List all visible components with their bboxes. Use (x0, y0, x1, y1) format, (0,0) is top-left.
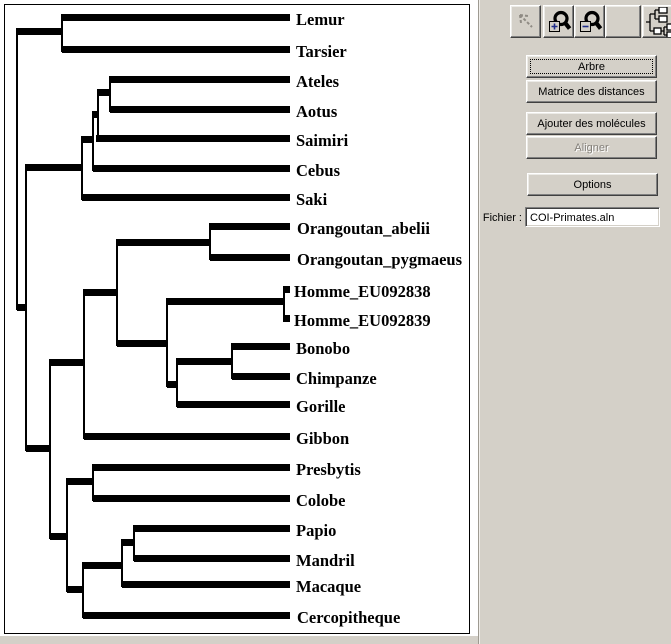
tree-branch (67, 478, 93, 485)
taxon-label-Aotus: Aotus (296, 102, 338, 121)
taxon-label-Mandril: Mandril (296, 551, 355, 570)
tree-branch (84, 289, 117, 296)
navigate-button[interactable] (510, 5, 541, 38)
tree-view-button[interactable] (642, 5, 671, 38)
leaf-branch-Papio (134, 525, 290, 532)
leaf-branch-Orangoutan_pygmaeus (210, 254, 290, 261)
taxon-label-Lemur: Lemur (296, 10, 345, 29)
control-panel: Arbre Matrice des distances Ajouter des … (478, 0, 671, 644)
leaf-branch-Cercopitheque (83, 612, 290, 619)
taxon-label-Papio: Papio (296, 521, 336, 540)
tree-branch (67, 586, 83, 593)
leaf-branch-Homme_EU092839 (283, 315, 290, 322)
leaf-branch-Tarsier (62, 46, 290, 53)
tree-branch (17, 304, 26, 311)
taxon-label-Orangoutan_abelii: Orangoutan_abelii (297, 219, 430, 238)
fichier-input[interactable] (525, 207, 660, 227)
phylogenetic-tree: Lemur Tarsier Ateles Aotus Saimiri Cebus Saki O… (4, 4, 470, 634)
taxon-label-Chimpanze: Chimpanze (296, 369, 377, 388)
taxon-label-Saimiri: Saimiri (296, 131, 349, 150)
tree-branch (117, 340, 167, 347)
zoom-out-icon (579, 10, 602, 32)
taxon-label-Homme_EU092839: Homme_EU092839 (294, 311, 431, 330)
tree-branch (177, 358, 232, 365)
tree-view-icon (646, 6, 671, 37)
taxon-label-Cebus: Cebus (296, 161, 341, 180)
fichier-label: Fichier : (482, 212, 522, 224)
matrice-des-distances-button[interactable]: Matrice des distances (526, 80, 657, 103)
leaf-branch-Chimpanze (232, 373, 290, 380)
taxon-label-Gorille: Gorille (296, 397, 345, 416)
leaf-branch-Gorille (177, 401, 290, 408)
aligner-button[interactable]: Aligner (526, 136, 657, 159)
tree-branch (82, 136, 93, 143)
leaf-branch-Mandril (134, 555, 290, 562)
tree-branch (83, 562, 122, 569)
tree-branch (26, 164, 82, 171)
taxon-label-Cercopitheque: Cercopitheque (297, 608, 400, 627)
taxon-label-Ateles: Ateles (296, 72, 340, 91)
taxon-label-Orangoutan_pygmaeus: Orangoutan_pygmaeus (297, 250, 463, 269)
taxon-label-Bonobo: Bonobo (296, 339, 350, 358)
navigate-icon (518, 13, 533, 28)
tree-vertical-connector (16, 28, 18, 310)
arbre-button[interactable]: Arbre (526, 55, 657, 78)
taxon-label-Homme_EU092838: Homme_EU092838 (294, 282, 431, 301)
leaf-branch-Gibbon (84, 433, 290, 440)
tree-branch (98, 89, 110, 96)
taxon-label-Saki: Saki (296, 190, 328, 209)
tree-branch (117, 239, 210, 246)
leaf-branch-Macaque (122, 581, 290, 588)
leaf-branch-Saki (82, 194, 290, 201)
options-button[interactable]: Options (527, 173, 658, 196)
tree-frame (4, 4, 470, 634)
leaf-branch-Aotus (110, 106, 290, 113)
tree-branch (167, 298, 284, 305)
taxon-label-Presbytis: Presbytis (296, 460, 361, 479)
ajouter-des-molecules-button[interactable]: Ajouter des molécules (526, 112, 657, 135)
leaf-branch-Cebus (93, 165, 290, 172)
taxon-label-Macaque: Macaque (296, 577, 361, 596)
tree-branch (17, 28, 62, 35)
leaf-branch-Bonobo (232, 343, 290, 350)
taxon-label-Gibbon: Gibbon (296, 429, 349, 448)
tree-branch (50, 359, 84, 366)
tree-canvas: Lemur Tarsier Ateles Aotus Saimiri Cebus Saki O… (0, 0, 478, 636)
tree-branch (167, 381, 177, 388)
tree-branch (50, 533, 67, 540)
blank-button[interactable] (605, 5, 641, 38)
zoom-in-icon (548, 10, 571, 32)
tree-branches (16, 14, 290, 619)
taxon-label-Colobe: Colobe (296, 491, 346, 510)
leaf-branch-Ateles (110, 76, 290, 83)
leaf-branch-Homme_EU092838 (283, 286, 290, 293)
leaf-branch-Orangoutan_abelii (210, 223, 290, 230)
zoom-out-button[interactable] (574, 5, 605, 38)
leaf-branch-Saimiri (96, 135, 290, 142)
tree-branch (93, 111, 98, 118)
tree-branch (26, 445, 50, 452)
leaf-branch-Colobe (93, 495, 290, 502)
leaf-branch-Presbytis (93, 464, 290, 471)
taxon-label-Tarsier: Tarsier (296, 42, 347, 61)
taxon-labels: Lemur Tarsier Ateles Aotus Saimiri Cebus Saki O… (294, 10, 463, 627)
zoom-in-button[interactable] (543, 5, 574, 38)
tree-branch (122, 539, 134, 546)
leaf-branch-Lemur (62, 14, 290, 21)
